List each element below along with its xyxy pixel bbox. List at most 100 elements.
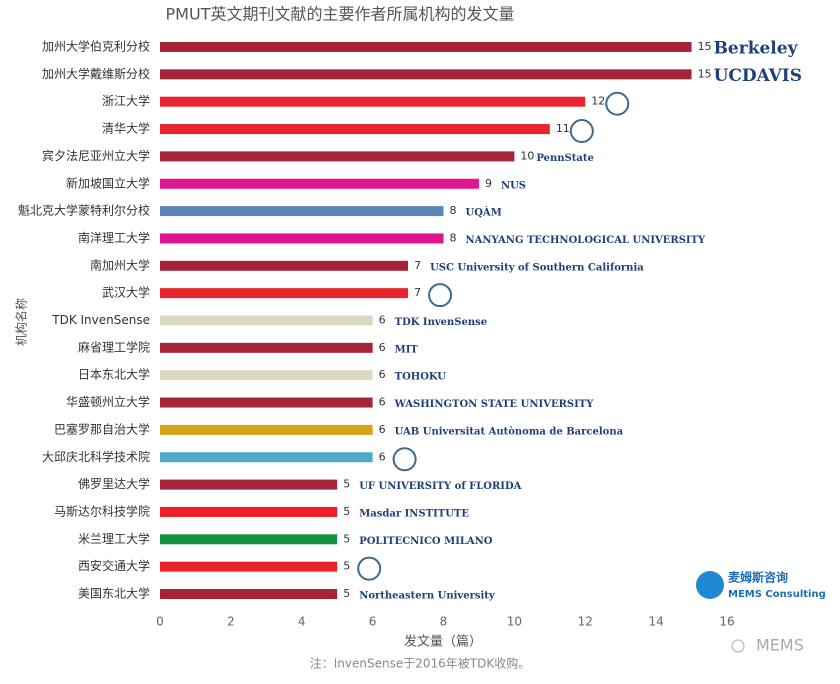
- bar: [160, 178, 479, 189]
- logo: UAB Universitat Autònoma de Barcelona: [395, 426, 624, 437]
- bar: [160, 206, 444, 217]
- logo: [605, 91, 630, 116]
- value-label: 15: [698, 67, 712, 80]
- logo: WASHINGTON STATE UNIVERSITY: [394, 399, 595, 410]
- y-tick-label: 南加州大学: [90, 257, 150, 272]
- bar: [160, 506, 338, 517]
- bar: [160, 342, 373, 353]
- bar: [160, 589, 338, 599]
- chart-title: PMUT英文期刊文献的主要作者所属机构的发文量: [166, 5, 515, 24]
- x-tick-label: 12: [578, 615, 593, 629]
- x-tick-label: 0: [156, 615, 164, 629]
- bar: [160, 397, 373, 408]
- logo: POLITECNICO MILANO: [359, 536, 493, 547]
- logo: PennState: [536, 153, 593, 164]
- x-tick-label: 4: [298, 615, 306, 629]
- value-label: 6: [379, 341, 386, 354]
- logo: [357, 556, 382, 581]
- y-tick-label: 加州大学戴维斯分校: [42, 66, 150, 81]
- y-tick-label: 武汉大学: [102, 285, 150, 300]
- logo: UQÀM: [466, 207, 502, 219]
- x-axis-title: 发文量（篇）: [404, 634, 482, 650]
- logo: UF UNIVERSITY of FLORIDA: [359, 481, 521, 492]
- value-label: 6: [379, 396, 386, 409]
- bar: [160, 124, 550, 135]
- value-label: 5: [343, 478, 350, 491]
- logo: [428, 283, 453, 308]
- x-tick-label: 14: [648, 615, 663, 629]
- logo: UCDAVIS: [714, 66, 802, 86]
- y-tick-label: 南洋理工大学: [78, 230, 150, 245]
- brand-name: 麦姆斯咨询: [728, 570, 788, 585]
- y-tick-label: 巴塞罗那自治大学: [54, 421, 150, 436]
- note: 注：InvenSense于2016年被TDK收购。: [310, 656, 530, 671]
- bar: [160, 233, 444, 244]
- value-label: 8: [450, 204, 457, 217]
- value-label: 5: [343, 587, 350, 600]
- x-tick-label: 2: [227, 615, 235, 629]
- y-tick-label: 宾夕法尼亚州立大学: [42, 148, 150, 163]
- bar: [160, 96, 586, 107]
- y-tick-label: 魁北克大学蒙特利尔分校: [18, 203, 150, 218]
- logo: TOHOKU: [395, 372, 447, 383]
- bar: [160, 151, 515, 162]
- value-label: 15: [698, 40, 712, 53]
- logo: USC University of Southern California: [430, 262, 644, 273]
- value-label: 10: [520, 149, 534, 162]
- y-tick-label: 清华大学: [102, 121, 150, 136]
- bar: [160, 561, 338, 572]
- y-tick-label: TDK InvenSense: [51, 313, 150, 327]
- bar: [160, 452, 373, 463]
- value-label: 7: [414, 259, 421, 272]
- value-label: 9: [485, 177, 492, 190]
- logo: NUS: [501, 180, 526, 191]
- value-label: 6: [379, 450, 386, 463]
- y-tick-label: 西安交通大学: [78, 558, 150, 573]
- bar: [160, 260, 409, 271]
- watermark: MEMS: [756, 636, 804, 655]
- y-tick-label: 佛罗里达大学: [78, 476, 150, 491]
- watermark-icon: [731, 639, 745, 653]
- value-label: 5: [343, 505, 350, 518]
- x-tick-label: 6: [369, 615, 377, 629]
- value-label: 8: [450, 231, 457, 244]
- value-label: 6: [379, 368, 386, 381]
- value-label: 6: [379, 314, 386, 327]
- value-label: 5: [343, 560, 350, 573]
- y-tick-label: 美国东北大学: [78, 586, 150, 601]
- y-tick-label: 浙江大学: [102, 93, 150, 108]
- value-label: 6: [379, 423, 386, 436]
- y-axis-title: 机构名称: [14, 298, 29, 346]
- bar: [160, 479, 338, 490]
- logo: TDK InvenSense: [395, 317, 488, 328]
- logo: Masdar INSTITUTE: [359, 508, 469, 519]
- brand-icon: [696, 571, 724, 599]
- y-tick-label: 马斯达尔科技学院: [54, 503, 150, 518]
- logo: MIT: [395, 344, 419, 355]
- value-label: 11: [556, 122, 570, 135]
- y-tick-label: 米兰理工大学: [78, 531, 150, 546]
- x-tick-label: 10: [507, 615, 522, 629]
- logo: NANYANG TECHNOLOGICAL UNIVERSITY: [466, 235, 707, 246]
- y-tick-label: 华盛顿州立大学: [66, 394, 150, 409]
- bar: [160, 42, 692, 52]
- y-tick-label: 日本东北大学: [78, 367, 150, 382]
- x-tick-label: 8: [440, 615, 448, 629]
- bar: [160, 370, 373, 381]
- y-tick-label: 大邱庆北科学技术院: [42, 449, 150, 464]
- logo: Berkeley: [714, 39, 799, 59]
- value-label: 7: [414, 286, 421, 299]
- x-tick-label: 16: [719, 615, 734, 629]
- y-tick-label: 加州大学伯克利分校: [42, 39, 150, 54]
- logo: [392, 447, 417, 472]
- bar: [160, 534, 338, 545]
- value-label: 5: [343, 532, 350, 545]
- bar: [160, 315, 373, 326]
- bar: [160, 69, 692, 80]
- y-tick-label: 麻省理工学院: [78, 339, 150, 354]
- bar: [160, 288, 409, 299]
- value-label: 12: [591, 95, 605, 108]
- y-tick-label: 新加坡国立大学: [66, 175, 150, 190]
- bar: [160, 424, 373, 435]
